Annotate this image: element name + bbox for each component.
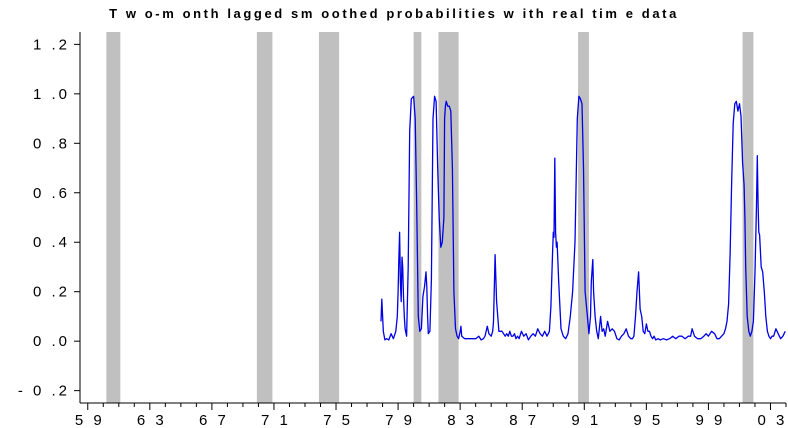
y-tick-label: 0 .2 [33,284,70,301]
x-tick-label: 7 5 [323,412,353,428]
shaded-period [256,32,273,403]
y-tick-label: 1 .2 [33,36,70,53]
x-tick-label: 6 3 [137,412,167,428]
shaded-period [742,32,754,403]
shaded-period [438,32,459,403]
x-tick-label: 5 9 [75,412,105,428]
x-tick-label: 7 1 [261,412,291,428]
x-tick-label: 7 9 [385,412,415,428]
series-line-group [380,95,786,341]
y-tick-label: 0 .8 [33,135,70,152]
y-tick-label: 0 .6 [33,185,70,202]
x-tick-label: 8 3 [447,412,477,428]
y-tick-label: - 0 .2 [18,383,70,400]
x-tick-label: 9 1 [571,412,601,428]
y-tick-label: 0 .4 [33,234,70,251]
series-line [380,95,786,341]
axes: - 0 .2 0 .0 0 .2 0 .4 0 .6 0 .8 1 .0 1 .2 5 9 6 3… [18,32,788,428]
x-tick-label: 9 5 [633,412,663,428]
y-tick-label: 1 .0 [33,86,70,103]
shaded-period [318,32,340,403]
x-tick-label: 6 7 [199,412,229,428]
recession-shading [106,32,754,403]
x-tick-label: 8 7 [509,412,539,428]
x-tick-label: 0 3 [758,412,788,428]
chart-title: T w o-m onth lagged sm oothed probabilit… [109,6,679,21]
y-tick-label: 0 .0 [33,333,70,350]
shaded-period [106,32,121,403]
x-tick-label: 9 9 [695,412,725,428]
